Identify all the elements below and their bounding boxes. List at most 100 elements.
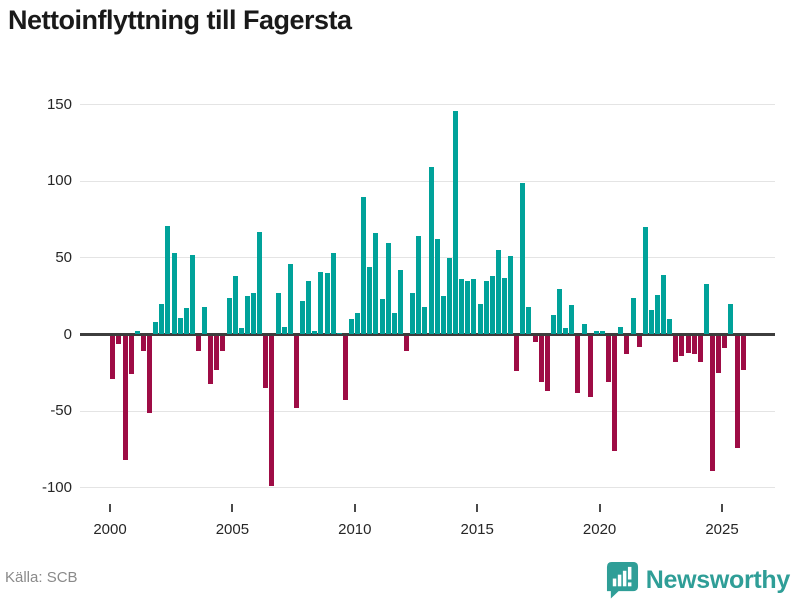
- bar-2009-Q4[interactable]: [348, 319, 354, 335]
- bar-2024-Q4[interactable]: [716, 336, 722, 373]
- bar-2007-Q1[interactable]: [281, 326, 287, 335]
- bar-2019-Q2[interactable]: [581, 323, 587, 335]
- bar-2002-Q2[interactable]: [165, 225, 171, 335]
- bar-2003-Q2[interactable]: [189, 254, 195, 335]
- bar-2012-Q2[interactable]: [410, 293, 416, 335]
- bar-2017-Q1[interactable]: [526, 306, 532, 335]
- bar-2021-Q2[interactable]: [630, 297, 636, 335]
- bar-2019-Q4[interactable]: [593, 331, 599, 335]
- bar-2000-Q1[interactable]: [110, 336, 116, 379]
- bar-2018-Q1[interactable]: [550, 314, 556, 335]
- bar-2010-Q2[interactable]: [361, 196, 367, 335]
- bar-2006-Q1[interactable]: [257, 231, 263, 335]
- bar-2018-Q4[interactable]: [569, 305, 575, 335]
- bar-2017-Q2[interactable]: [532, 336, 538, 343]
- bar-2023-Q4[interactable]: [691, 336, 697, 355]
- bar-2006-Q4[interactable]: [275, 293, 281, 335]
- bar-2001-Q2[interactable]: [140, 336, 146, 352]
- bar-2024-Q2[interactable]: [703, 283, 709, 335]
- bar-2003-Q1[interactable]: [183, 308, 189, 335]
- bar-2014-Q3[interactable]: [465, 280, 471, 335]
- bar-2020-Q2[interactable]: [606, 336, 612, 382]
- bar-2021-Q3[interactable]: [636, 336, 642, 347]
- bar-2001-Q1[interactable]: [134, 331, 140, 335]
- bar-2017-Q3[interactable]: [538, 336, 544, 382]
- bar-2008-Q3[interactable]: [318, 271, 324, 335]
- bar-2006-Q3[interactable]: [269, 336, 275, 487]
- bar-2002-Q1[interactable]: [159, 303, 165, 335]
- bar-2001-Q4[interactable]: [153, 322, 159, 335]
- bar-2002-Q3[interactable]: [171, 253, 177, 335]
- bar-2004-Q2[interactable]: [214, 336, 220, 370]
- bar-2007-Q4[interactable]: [300, 300, 306, 335]
- bar-2023-Q2[interactable]: [679, 336, 685, 356]
- bar-2007-Q2[interactable]: [287, 263, 293, 335]
- bar-2022-Q2[interactable]: [654, 294, 660, 335]
- bar-2005-Q3[interactable]: [244, 296, 250, 335]
- bar-2005-Q2[interactable]: [238, 328, 244, 335]
- bar-2016-Q4[interactable]: [520, 182, 526, 335]
- bar-2011-Q2[interactable]: [385, 242, 391, 335]
- bar-2018-Q2[interactable]: [557, 288, 563, 335]
- bar-2016-Q1[interactable]: [501, 277, 507, 335]
- bar-2018-Q3[interactable]: [563, 328, 569, 335]
- bar-2015-Q4[interactable]: [495, 250, 501, 335]
- bar-2000-Q2[interactable]: [116, 336, 122, 344]
- bar-2020-Q4[interactable]: [618, 326, 624, 335]
- bar-2022-Q3[interactable]: [661, 274, 667, 335]
- bar-2010-Q3[interactable]: [367, 267, 373, 335]
- bar-2024-Q1[interactable]: [697, 336, 703, 363]
- bar-2015-Q1[interactable]: [477, 303, 483, 335]
- bar-2012-Q1[interactable]: [404, 336, 410, 352]
- bar-2006-Q2[interactable]: [263, 336, 269, 389]
- bar-2001-Q3[interactable]: [147, 336, 153, 413]
- bar-2008-Q2[interactable]: [312, 331, 318, 335]
- bar-2021-Q4[interactable]: [642, 227, 648, 335]
- bar-2010-Q1[interactable]: [355, 313, 361, 335]
- bar-2025-Q1[interactable]: [722, 336, 728, 349]
- bar-2014-Q1[interactable]: [453, 110, 459, 335]
- bar-2003-Q4[interactable]: [202, 306, 208, 335]
- bar-2005-Q1[interactable]: [232, 276, 238, 335]
- bar-2011-Q3[interactable]: [391, 313, 397, 335]
- bar-2004-Q4[interactable]: [226, 297, 232, 335]
- bar-2009-Q3[interactable]: [342, 336, 348, 401]
- bar-2025-Q3[interactable]: [734, 336, 740, 448]
- bar-2020-Q3[interactable]: [612, 336, 618, 451]
- bar-2025-Q4[interactable]: [740, 336, 746, 370]
- bar-2019-Q1[interactable]: [575, 336, 581, 393]
- bar-2013-Q2[interactable]: [434, 239, 440, 335]
- bar-2008-Q1[interactable]: [306, 280, 312, 335]
- bar-2007-Q3[interactable]: [293, 336, 299, 409]
- bar-2009-Q2[interactable]: [336, 332, 342, 335]
- bar-2002-Q4[interactable]: [177, 317, 183, 335]
- bar-2000-Q3[interactable]: [122, 336, 128, 461]
- bar-2025-Q2[interactable]: [728, 303, 734, 335]
- bar-2019-Q3[interactable]: [587, 336, 593, 398]
- bar-2011-Q4[interactable]: [397, 270, 403, 335]
- bar-2013-Q3[interactable]: [440, 296, 446, 335]
- bar-2014-Q4[interactable]: [471, 279, 477, 335]
- bar-2022-Q1[interactable]: [648, 309, 654, 335]
- bar-2013-Q1[interactable]: [428, 167, 434, 335]
- bar-2010-Q4[interactable]: [373, 233, 379, 335]
- bar-2015-Q3[interactable]: [489, 276, 495, 335]
- bar-2024-Q3[interactable]: [710, 336, 716, 471]
- bar-2008-Q4[interactable]: [324, 273, 330, 335]
- bar-2009-Q1[interactable]: [330, 253, 336, 335]
- bar-2023-Q1[interactable]: [673, 336, 679, 363]
- bar-2012-Q3[interactable]: [416, 236, 422, 335]
- newsworthy-logo[interactable]: Newsworthy: [606, 561, 790, 599]
- bar-2023-Q3[interactable]: [685, 336, 691, 353]
- bar-2012-Q4[interactable]: [422, 306, 428, 335]
- bar-2022-Q4[interactable]: [667, 319, 673, 335]
- bar-2003-Q3[interactable]: [195, 336, 201, 352]
- bar-2016-Q2[interactable]: [508, 256, 514, 335]
- bar-2014-Q2[interactable]: [459, 279, 465, 335]
- bar-2016-Q3[interactable]: [514, 336, 520, 372]
- bar-2015-Q2[interactable]: [483, 280, 489, 335]
- bar-2004-Q1[interactable]: [208, 336, 214, 384]
- bar-2013-Q4[interactable]: [446, 257, 452, 335]
- bar-2021-Q1[interactable]: [624, 336, 630, 355]
- bar-2000-Q4[interactable]: [128, 336, 134, 375]
